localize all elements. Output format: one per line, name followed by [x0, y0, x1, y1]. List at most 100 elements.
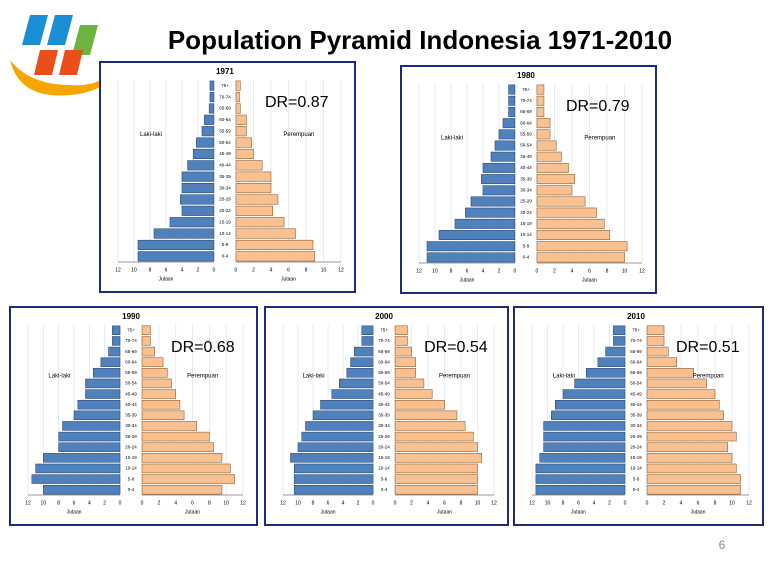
- bar-male: [482, 185, 516, 196]
- page-number: 6: [719, 538, 726, 552]
- category-label: 75+: [127, 328, 135, 333]
- bar-male: [77, 399, 121, 410]
- bar-male: [294, 484, 374, 495]
- bar-female: [394, 357, 416, 367]
- bar-male: [181, 171, 215, 182]
- x-tick-label: 4: [88, 500, 91, 506]
- annotation: DR=0.68: [171, 339, 235, 356]
- bar-male: [346, 368, 374, 378]
- bar-female: [141, 463, 231, 474]
- bar-male: [574, 378, 626, 389]
- bar-male: [112, 325, 121, 336]
- bar-male: [58, 431, 121, 442]
- category-label: 40-44: [630, 402, 642, 407]
- category-label: 15-19: [125, 455, 137, 460]
- x-tick-label: 8: [606, 268, 609, 274]
- bar-male: [361, 336, 374, 346]
- bar-male: [361, 325, 374, 336]
- bar-female: [394, 463, 478, 474]
- legend-label: Perempuan: [439, 374, 470, 380]
- bar-male: [137, 251, 215, 262]
- bar-female: [646, 357, 678, 367]
- x-tick-label: 6: [191, 500, 194, 506]
- bar-female: [235, 183, 272, 194]
- logo: [10, 15, 125, 96]
- category-label: 55-59: [378, 370, 390, 375]
- category-label: 75+: [632, 328, 640, 333]
- category-label: 5-9: [633, 476, 640, 481]
- x-axis-label: Jutaan: [281, 276, 296, 282]
- bar-female: [141, 325, 151, 336]
- bar-male: [209, 92, 215, 103]
- category-label: 75+: [380, 328, 388, 333]
- category-label: 40-44: [125, 402, 137, 407]
- legend-label: Laki-laki: [140, 132, 162, 138]
- category-label: 70-74: [630, 338, 642, 343]
- category-label: 30-34: [630, 423, 642, 428]
- bar-female: [536, 196, 586, 207]
- x-tick-label: 10: [475, 500, 481, 506]
- category-label: 25-29: [520, 199, 532, 204]
- bar-female: [394, 336, 408, 346]
- x-tick-label: 6: [165, 267, 168, 273]
- bar-female: [536, 174, 575, 185]
- category-label: 25-29: [125, 434, 137, 439]
- bar-male: [181, 205, 215, 216]
- bar-male: [426, 252, 516, 263]
- category-label: 20-24: [125, 444, 137, 449]
- category-label: 5-9: [523, 243, 530, 248]
- bar-male: [502, 118, 516, 129]
- bar-male: [62, 421, 121, 431]
- x-tick-label: 2: [663, 500, 666, 506]
- category-label: 25-29: [378, 434, 390, 439]
- x-tick-label: 8: [450, 268, 453, 274]
- chart-title: 1971: [216, 67, 234, 76]
- bar-female: [646, 442, 729, 452]
- x-tick-label: 0: [514, 268, 517, 274]
- bar-female: [536, 151, 562, 162]
- category-label: 35-39: [630, 413, 642, 418]
- annotation: DR=0.79: [566, 98, 630, 115]
- legend-label: Perempuan: [283, 132, 314, 138]
- bar-female: [394, 378, 425, 389]
- bar-female: [646, 399, 720, 410]
- bar-female: [141, 357, 164, 367]
- bar-male: [294, 463, 374, 474]
- bar-male: [297, 442, 374, 452]
- x-tick-label: 6: [287, 267, 290, 273]
- x-tick-label: 2: [103, 500, 106, 506]
- category-label: 25-29: [219, 197, 231, 202]
- category-label: 35-39: [378, 413, 390, 418]
- category-label: 55-59: [520, 132, 532, 137]
- bar-female: [536, 252, 625, 263]
- x-tick-label: 2: [498, 268, 501, 274]
- category-label: 45-49: [125, 391, 137, 396]
- bar-female: [536, 207, 597, 218]
- bar-male: [92, 368, 121, 378]
- x-axis-label: Jutaan: [582, 277, 597, 283]
- bar-male: [354, 346, 374, 357]
- x-tick-label: 0: [119, 500, 122, 506]
- bar-male: [586, 368, 626, 378]
- category-label: 75+: [221, 83, 229, 88]
- bar-female: [235, 148, 254, 159]
- x-axis-label: Jutaan: [690, 509, 705, 515]
- x-tick-label: 12: [280, 500, 286, 506]
- x-tick-label: 0: [536, 268, 539, 274]
- x-tick-label: 10: [131, 267, 137, 273]
- x-tick-label: 12: [491, 500, 497, 506]
- x-tick-label: 10: [41, 500, 47, 506]
- category-label: 10-14: [125, 466, 137, 471]
- bar-female: [394, 346, 412, 357]
- bar-female: [646, 325, 665, 336]
- x-tick-label: 12: [338, 267, 344, 273]
- bar-female: [394, 399, 445, 410]
- legend-label: Perempuan: [584, 135, 615, 141]
- bar-female: [141, 410, 185, 421]
- category-label: 60-64: [630, 359, 642, 364]
- category-label: 30-34: [520, 187, 532, 192]
- x-tick-label: 2: [252, 267, 255, 273]
- bar-female: [536, 129, 551, 140]
- bar-male: [535, 484, 626, 495]
- category-label: 15-19: [378, 455, 390, 460]
